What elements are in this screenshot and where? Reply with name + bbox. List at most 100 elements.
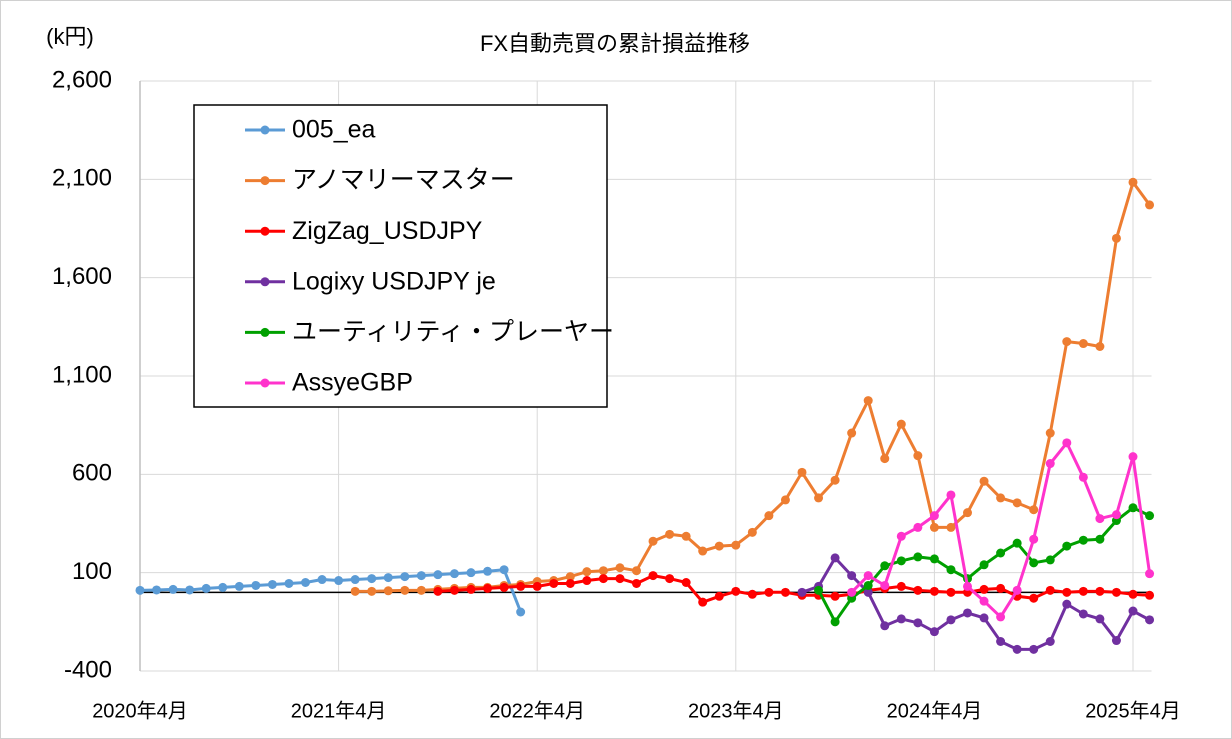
data-point <box>466 584 476 594</box>
data-point <box>665 574 675 584</box>
data-point <box>168 584 178 594</box>
data-point <box>565 572 575 582</box>
data-point <box>1029 505 1039 515</box>
data-point <box>516 607 526 617</box>
data-point <box>1062 438 1072 448</box>
data-point <box>1111 233 1121 243</box>
data-point <box>598 566 608 576</box>
data-point <box>880 580 890 590</box>
data-point <box>1078 472 1088 482</box>
data-point <box>433 570 443 580</box>
legend-label: 005_ea <box>292 116 376 144</box>
data-point <box>830 553 840 563</box>
data-point <box>896 556 906 566</box>
chart-title: FX自動売買の累計損益推移 <box>480 31 750 56</box>
data-point <box>1029 644 1039 654</box>
data-point <box>416 571 426 581</box>
x-tick-label: 2020年4月 <box>92 699 188 722</box>
data-point <box>929 522 939 532</box>
x-tick-label: 2021年4月 <box>291 699 387 722</box>
data-point <box>929 554 939 564</box>
data-point <box>896 581 906 591</box>
y-tick-label: 600 <box>72 460 112 487</box>
data-point <box>499 565 509 575</box>
data-point <box>152 585 162 595</box>
legend-label: Logixy USDJPY je <box>292 267 496 295</box>
data-point <box>764 511 774 521</box>
data-point <box>863 587 873 597</box>
data-point <box>1045 637 1055 646</box>
data-point <box>1111 510 1121 520</box>
data-point <box>1062 599 1072 609</box>
data-point <box>1078 586 1088 596</box>
data-point <box>896 531 906 541</box>
data-point <box>929 586 939 596</box>
legend-marker <box>260 125 270 135</box>
y-tick-label: 2,100 <box>52 165 112 192</box>
data-point <box>979 596 989 606</box>
x-tick-label: 2025年4月 <box>1085 699 1181 722</box>
data-point <box>400 572 410 582</box>
data-point <box>648 571 658 581</box>
x-tick-label: 2024年4月 <box>887 699 983 722</box>
data-point <box>1095 614 1105 624</box>
data-point <box>483 583 493 593</box>
data-point <box>1029 558 1039 568</box>
data-point <box>698 597 708 607</box>
data-point <box>830 591 840 601</box>
y-tick-label: 2,600 <box>52 66 112 93</box>
data-point <box>615 563 625 573</box>
data-point <box>1128 606 1138 616</box>
data-point <box>830 617 840 627</box>
data-point <box>1095 586 1105 596</box>
legend-label: アノマリーマスター <box>292 166 515 194</box>
data-point <box>731 540 741 550</box>
data-point <box>830 475 840 485</box>
data-point <box>880 621 890 631</box>
data-point <box>350 575 360 585</box>
data-point <box>1078 535 1088 545</box>
data-point <box>665 529 675 539</box>
data-point <box>929 627 939 637</box>
data-point <box>913 585 923 595</box>
data-point <box>1145 200 1155 210</box>
data-point <box>1095 514 1105 524</box>
data-point <box>913 451 923 461</box>
data-point <box>797 467 807 477</box>
data-point <box>1128 589 1138 599</box>
data-point <box>847 571 857 581</box>
data-point <box>1062 587 1072 597</box>
legend-box <box>193 104 608 408</box>
data-point <box>251 580 261 590</box>
legend-marker <box>260 176 270 186</box>
legend-label: AssyeGBP <box>292 369 413 397</box>
data-point <box>996 493 1006 503</box>
data-point <box>714 591 724 601</box>
data-point <box>201 583 211 593</box>
data-point <box>681 531 691 541</box>
data-point <box>1128 452 1138 462</box>
data-point <box>780 495 790 505</box>
legend: 005_ea アノマリーマスター ZigZag_USDJPY Logixy USDJP… <box>193 104 614 408</box>
y-tick-label: 1,600 <box>52 263 112 290</box>
data-point <box>632 566 641 576</box>
data-point <box>499 582 509 592</box>
data-point <box>549 578 559 588</box>
data-point <box>582 576 592 586</box>
data-point <box>979 584 989 594</box>
data-point <box>747 589 757 599</box>
data-point <box>963 581 972 591</box>
data-point <box>979 613 989 623</box>
legend-marker <box>260 378 270 388</box>
data-point <box>929 511 939 521</box>
data-point <box>913 522 923 532</box>
data-point <box>880 561 890 571</box>
data-point <box>1012 538 1022 548</box>
data-point <box>913 552 923 562</box>
y-tick-label: -400 <box>64 656 112 683</box>
data-point <box>946 565 956 575</box>
data-point <box>1029 534 1039 544</box>
data-point <box>1029 593 1039 603</box>
data-point <box>913 618 923 628</box>
